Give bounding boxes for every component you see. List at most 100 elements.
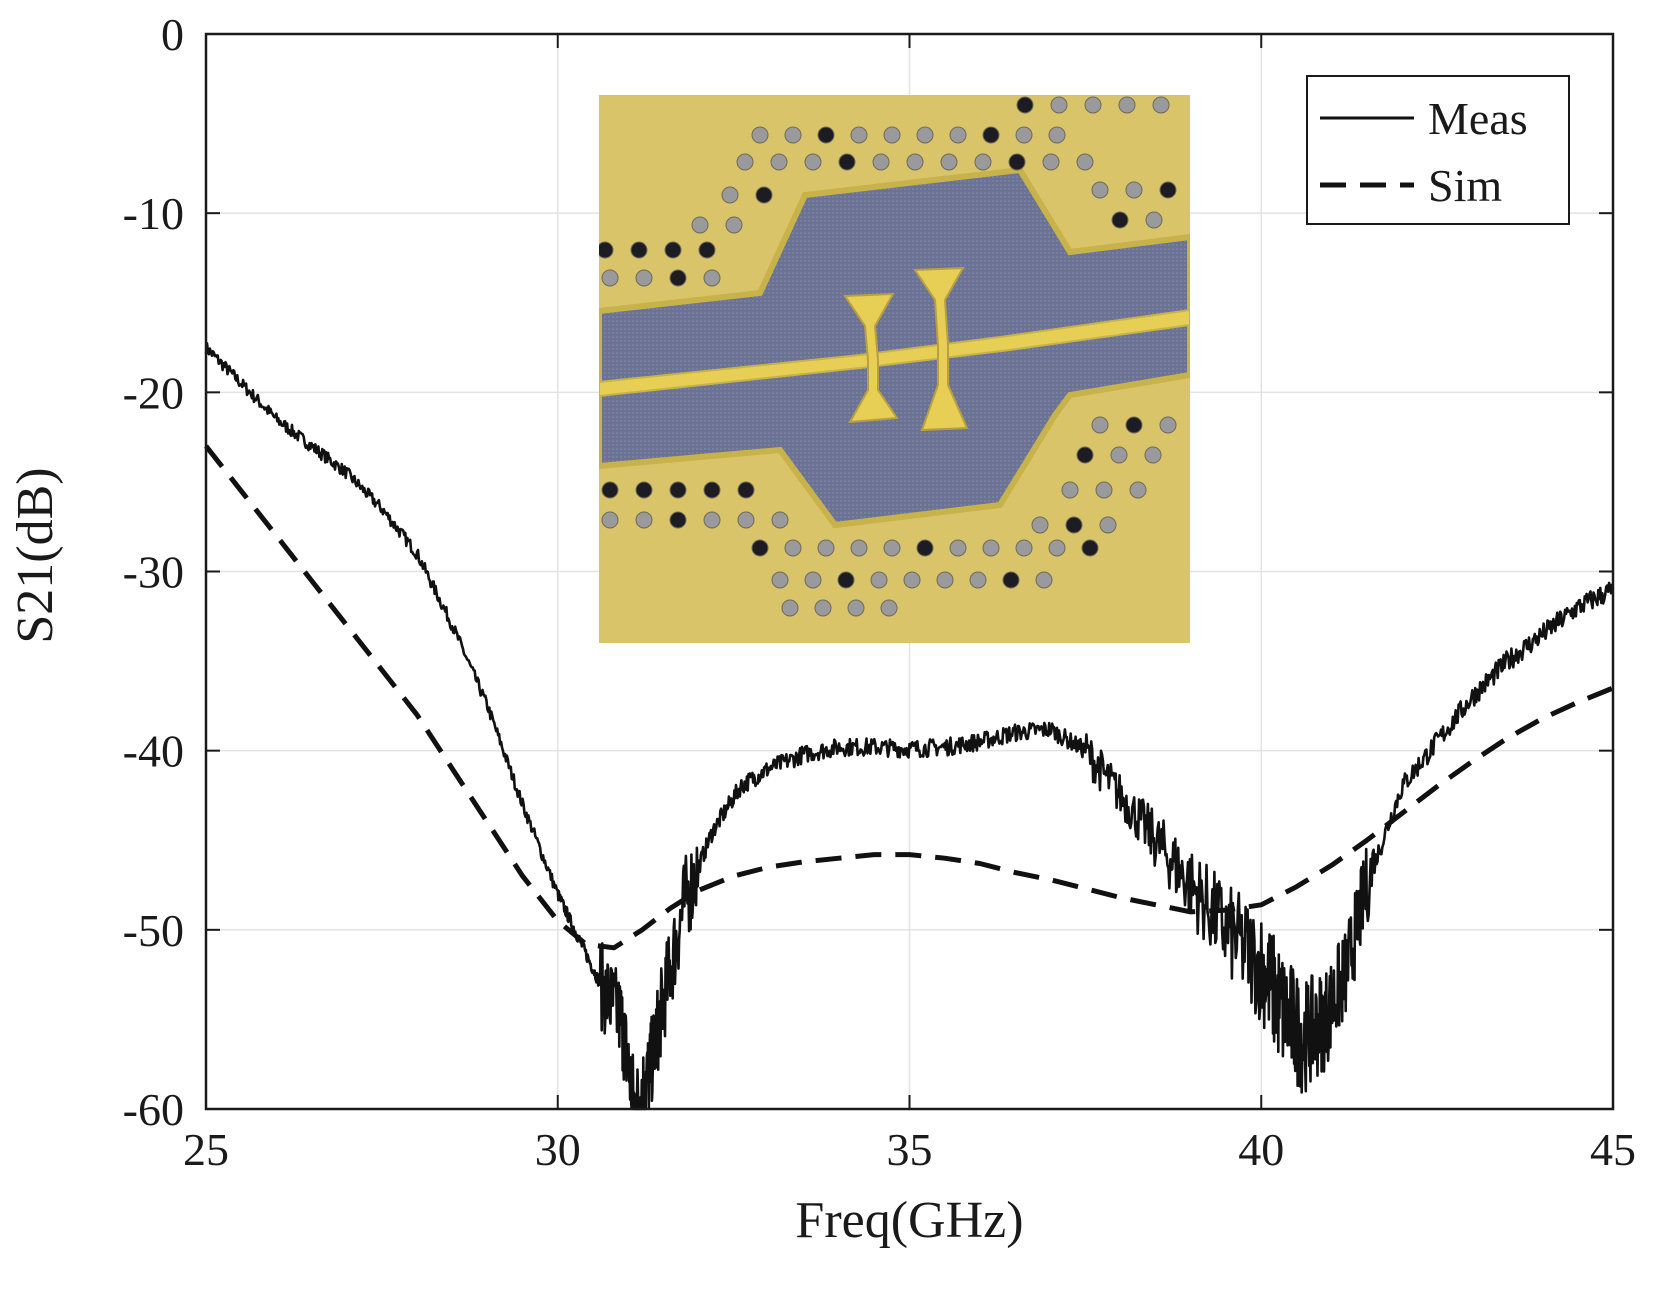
series-line-meas bbox=[204, 342, 1615, 1111]
inset-via bbox=[781, 599, 799, 617]
inset-via bbox=[1016, 96, 1034, 114]
inset-via bbox=[974, 153, 992, 171]
y-tick-label: -20 bbox=[123, 367, 184, 418]
legend-box bbox=[1306, 75, 1570, 225]
inset-via bbox=[1048, 539, 1066, 557]
inset-via bbox=[1081, 539, 1099, 557]
legend-meas-label: Meas bbox=[1428, 93, 1528, 144]
inset-via bbox=[916, 539, 934, 557]
inset-via bbox=[1002, 571, 1020, 589]
inset-via bbox=[880, 599, 898, 617]
y-tick-label: -10 bbox=[123, 188, 184, 239]
inset-signal-line bbox=[599, 308, 1190, 398]
inset-via bbox=[1076, 446, 1094, 464]
inset-via bbox=[737, 511, 755, 529]
inset-via bbox=[906, 153, 924, 171]
inset-via bbox=[1125, 416, 1143, 434]
inset-via bbox=[1110, 446, 1128, 464]
inset-via bbox=[916, 126, 934, 144]
inset-via bbox=[870, 571, 888, 589]
inset-via bbox=[982, 126, 1000, 144]
inset-via bbox=[838, 153, 856, 171]
x-axis-ticks: 25 30 35 40 45 bbox=[183, 34, 1636, 1175]
inset-via bbox=[630, 241, 648, 259]
inset-resonator-right bbox=[913, 266, 969, 432]
inset-via bbox=[940, 153, 958, 171]
inset-via bbox=[1015, 539, 1033, 557]
inset-via bbox=[1061, 481, 1079, 499]
series-line-sim bbox=[204, 444, 1614, 951]
inset-via bbox=[1099, 516, 1117, 534]
inset-via bbox=[1159, 416, 1177, 434]
inset-via bbox=[1159, 181, 1177, 199]
inset-via bbox=[847, 599, 865, 617]
inset-via bbox=[936, 571, 954, 589]
x-tick-label: 35 bbox=[887, 1124, 933, 1175]
inset-via bbox=[698, 241, 716, 259]
inset-via bbox=[1031, 516, 1049, 534]
inset-via bbox=[635, 481, 653, 499]
x-tick-label: 40 bbox=[1238, 1124, 1284, 1175]
inset-via bbox=[817, 126, 835, 144]
inset-via bbox=[1145, 211, 1163, 229]
inset-via bbox=[664, 241, 682, 259]
inset-via bbox=[1111, 211, 1129, 229]
inset-via bbox=[601, 511, 619, 529]
inset-via bbox=[1091, 181, 1109, 199]
inset-via bbox=[755, 186, 773, 204]
legend: Meas Sim bbox=[1306, 75, 1570, 225]
inset-via bbox=[949, 126, 967, 144]
inset-vias bbox=[599, 96, 1177, 617]
inset-via bbox=[1118, 96, 1136, 114]
inset-via bbox=[736, 153, 754, 171]
legend-sim-label: Sim bbox=[1428, 160, 1502, 211]
x-tick-label: 45 bbox=[1590, 1124, 1636, 1175]
y-axis-label: S21(dB) bbox=[7, 467, 64, 643]
inset-via bbox=[751, 126, 769, 144]
inset-via bbox=[770, 153, 788, 171]
inset-via bbox=[872, 153, 890, 171]
inset-via bbox=[669, 269, 687, 287]
inset-via bbox=[1129, 481, 1147, 499]
inset-via bbox=[703, 269, 721, 287]
inset-via bbox=[850, 126, 868, 144]
inset-via bbox=[725, 216, 743, 234]
x-tick-label: 25 bbox=[183, 1124, 229, 1175]
inset-via bbox=[1084, 96, 1102, 114]
inset-resonator-left bbox=[843, 292, 899, 424]
y-axis-ticks: 0 -10 -20 -30 -40 -50 -60 bbox=[123, 9, 1613, 1135]
inset-via bbox=[737, 481, 755, 499]
inset-via bbox=[635, 511, 653, 529]
inset-via bbox=[850, 539, 868, 557]
inset-via bbox=[969, 571, 987, 589]
inset-via bbox=[1065, 516, 1083, 534]
inset-via bbox=[814, 599, 832, 617]
inset-via bbox=[982, 539, 1000, 557]
inset-via bbox=[883, 539, 901, 557]
inset-via bbox=[599, 241, 614, 259]
inset-via bbox=[601, 481, 619, 499]
chip-photo-inset bbox=[599, 95, 1190, 643]
inset-via bbox=[1048, 126, 1066, 144]
inset-via bbox=[1035, 571, 1053, 589]
data-series bbox=[204, 342, 1615, 1111]
x-axis-label: Freq(GHz) bbox=[795, 1192, 1023, 1249]
y-tick-label: -50 bbox=[123, 905, 184, 956]
inset-via bbox=[635, 269, 653, 287]
y-tick-label: -40 bbox=[123, 726, 184, 777]
inset-via bbox=[883, 126, 901, 144]
inset-via bbox=[771, 571, 789, 589]
inset-via bbox=[1125, 181, 1143, 199]
inset-via bbox=[751, 539, 769, 557]
inset-via bbox=[1008, 153, 1026, 171]
y-tick-label: -60 bbox=[123, 1084, 184, 1135]
inset-via bbox=[771, 511, 789, 529]
inset-via bbox=[703, 481, 721, 499]
inset-via bbox=[784, 539, 802, 557]
inset-via bbox=[669, 481, 687, 499]
inset-via bbox=[1144, 446, 1162, 464]
inset-via bbox=[1095, 481, 1113, 499]
inset-via bbox=[669, 511, 687, 529]
inset-via bbox=[784, 126, 802, 144]
